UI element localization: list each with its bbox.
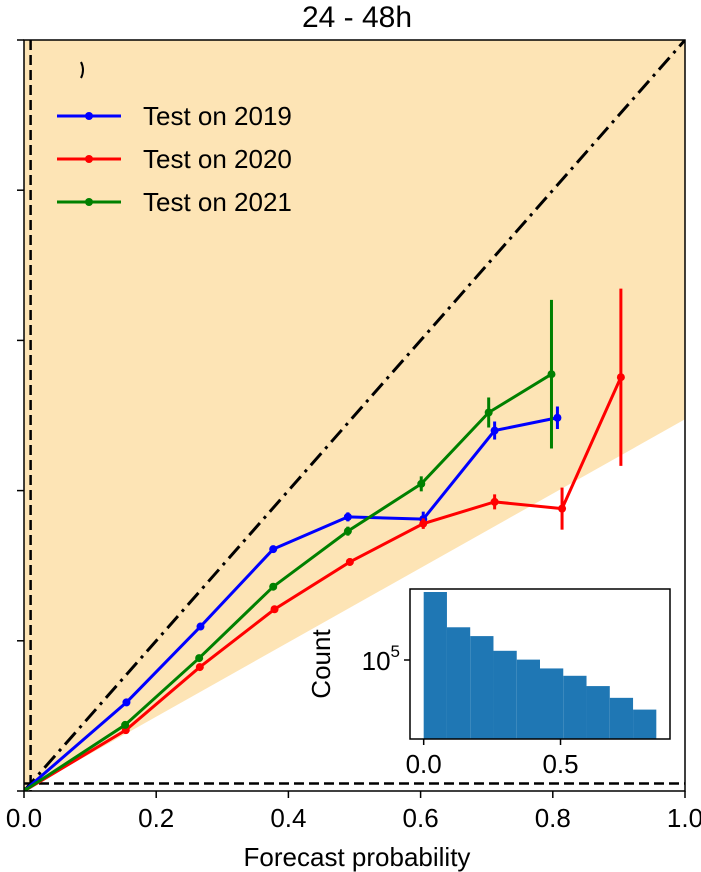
chart-title: 24 - 48h (302, 1, 412, 34)
small-mark (80, 61, 84, 79)
legend-label: Test on 2020 (143, 144, 292, 174)
x-tick-label: 0.2 (138, 803, 174, 833)
inset-bar (470, 636, 494, 739)
inset-bar (633, 709, 657, 739)
data-point (270, 605, 279, 614)
data-point (343, 527, 352, 536)
data-point (490, 497, 499, 506)
legend-swatch-marker (85, 155, 93, 163)
legend-item: Test on 2021 (57, 187, 292, 217)
data-point (195, 663, 204, 672)
series-line (24, 416, 558, 791)
data-point (490, 426, 499, 435)
inset-bar (540, 668, 564, 739)
data-point (553, 413, 562, 422)
inset-bar (609, 697, 634, 739)
data-point (547, 370, 556, 379)
data-point (616, 373, 625, 382)
inset-bar (446, 627, 471, 739)
series-layer (24, 288, 625, 791)
x-tick-label: 0.0 (6, 803, 42, 833)
inset-x-tick-label: 0.0 (406, 749, 442, 779)
inset-bar (586, 686, 610, 739)
x-tick-label: 0.6 (403, 803, 439, 833)
series-2 (24, 288, 625, 791)
data-point (343, 512, 352, 521)
data-point (24, 787, 28, 791)
legend-item: Test on 2020 (57, 144, 292, 174)
legend-swatch-marker (85, 198, 93, 206)
inset-bar (516, 659, 540, 739)
x-axis-label: Forecast probability (244, 842, 471, 872)
axis-ticks: 0.0 0.2 0.4 0.6 0.8 1.0 (6, 39, 701, 833)
inset-bar (423, 592, 447, 739)
legend-item: Test on 2019 (57, 101, 292, 131)
x-tick-label: 1.0 (667, 803, 701, 833)
data-point (195, 654, 204, 663)
legend: Test on 2019 Test on 2020 Test on 2021 (57, 101, 292, 217)
data-point (345, 557, 354, 566)
legend-swatch-marker (85, 112, 93, 120)
inset-y-axis-label: Count (306, 629, 336, 699)
legend-label: Test on 2019 (143, 101, 292, 131)
data-point (558, 504, 567, 513)
data-point (484, 408, 493, 417)
plot-frame (23, 39, 686, 792)
inset-frame (409, 588, 671, 740)
series-line (24, 372, 553, 791)
data-point (121, 720, 130, 729)
perfect-reliability-line (24, 40, 685, 791)
x-tick-label: 0.4 (270, 803, 306, 833)
data-point (269, 545, 278, 554)
legend-label: Test on 2021 (143, 187, 292, 217)
inset-bar (563, 675, 587, 739)
data-point (122, 698, 131, 707)
x-tick-label: 0.8 (535, 803, 571, 833)
series-1 (24, 406, 562, 791)
inset-x-tick-label: 0.5 (542, 749, 578, 779)
data-point (419, 519, 428, 528)
data-point (417, 479, 426, 488)
data-point (196, 622, 205, 631)
data-point (269, 582, 278, 591)
series-3 (24, 299, 556, 791)
inset-bar (493, 650, 517, 739)
